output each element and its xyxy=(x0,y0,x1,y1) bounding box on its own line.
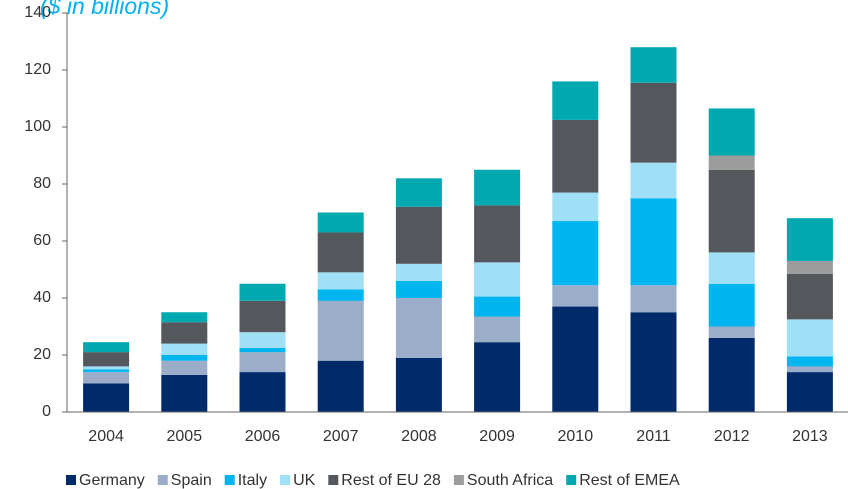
legend-label: Spain xyxy=(171,472,212,489)
x-tick-label: 2006 xyxy=(245,428,281,445)
bar-segment xyxy=(708,108,755,156)
bar-segment xyxy=(786,218,833,261)
legend-swatch xyxy=(566,475,577,485)
y-tick-label: 60 xyxy=(33,232,51,249)
y-tick-label: 140 xyxy=(24,4,51,21)
bar-segment xyxy=(786,260,833,274)
bar-segment xyxy=(317,289,364,301)
bar-segment xyxy=(83,369,130,373)
legend-label: Rest of EU 28 xyxy=(341,472,441,489)
bar-segment xyxy=(474,262,521,297)
legend-swatch xyxy=(328,475,339,485)
bar-segment xyxy=(552,306,599,412)
bar-segment xyxy=(474,342,521,412)
bar-segment xyxy=(630,82,677,163)
legend-swatch xyxy=(66,475,76,485)
legend-label: South Africa xyxy=(467,472,553,489)
bar-segment xyxy=(474,316,521,343)
y-tick-label: 80 xyxy=(33,175,51,192)
y-tick-label: 100 xyxy=(24,118,51,135)
bar-segment xyxy=(630,47,677,83)
bar-segment xyxy=(161,312,208,323)
x-tick-label: 2007 xyxy=(323,428,359,445)
bar-segment xyxy=(83,366,130,370)
legend-label: Germany xyxy=(79,472,145,489)
bar-segment xyxy=(630,198,677,286)
bar-segment xyxy=(708,252,755,284)
bar-segment xyxy=(239,347,286,353)
bar-segment xyxy=(630,162,677,199)
bar-segment xyxy=(708,337,755,412)
bar-segment xyxy=(239,332,286,348)
bar-segment xyxy=(474,205,521,263)
bar-segment xyxy=(708,326,755,338)
bar-segment xyxy=(474,296,521,317)
bar-segment xyxy=(395,178,442,207)
x-tick-label: 2012 xyxy=(714,428,750,445)
bar-segment xyxy=(317,300,364,361)
bar-segment xyxy=(786,366,833,373)
bar-segment xyxy=(83,383,130,412)
bar-segment xyxy=(395,280,442,298)
bar-segment xyxy=(317,360,364,412)
bar-segment xyxy=(552,119,599,193)
x-tick-label: 2008 xyxy=(401,428,437,445)
y-tick-label: 20 xyxy=(33,346,51,363)
bar-segment xyxy=(239,352,286,373)
legend-label: UK xyxy=(293,472,316,489)
bar-segment xyxy=(395,298,442,358)
bar-segment xyxy=(317,272,364,290)
bar-segment xyxy=(630,312,677,412)
bar-segment xyxy=(161,374,208,412)
legend-swatch xyxy=(280,475,291,485)
bar-segment xyxy=(83,352,130,367)
bar-segment xyxy=(239,283,286,301)
bar-segment xyxy=(395,357,442,412)
bar-segment xyxy=(552,192,599,222)
x-tick-label: 2011 xyxy=(636,428,671,445)
bar-segment xyxy=(786,356,833,367)
bar-segment xyxy=(395,206,442,264)
bar-segment xyxy=(552,221,599,286)
bar-segment xyxy=(786,319,833,357)
bar-segment xyxy=(83,372,130,384)
bar-segment xyxy=(395,263,442,281)
bar-segment xyxy=(708,155,755,170)
bar-segment xyxy=(161,343,208,355)
bar-segment xyxy=(786,372,833,412)
bar-segment xyxy=(317,212,364,233)
bar-segment xyxy=(161,360,208,375)
legend-swatch xyxy=(224,475,235,485)
bar-segment xyxy=(786,273,833,320)
bar-segment xyxy=(630,285,677,313)
x-tick-label: 2005 xyxy=(167,428,203,445)
bar-segment xyxy=(708,283,755,327)
x-tick-label: 2004 xyxy=(88,428,124,445)
bar-segment xyxy=(552,285,599,307)
legend-label: Rest of EMEA xyxy=(579,472,680,489)
y-tick-label: 120 xyxy=(24,61,51,78)
bar-segment xyxy=(161,355,208,361)
y-tick-label: 0 xyxy=(42,403,51,420)
bar-segment xyxy=(708,169,755,253)
y-tick-label: 40 xyxy=(33,289,51,306)
bar-segment xyxy=(474,169,521,206)
x-tick-label: 2009 xyxy=(479,428,515,445)
bar-segment xyxy=(552,81,599,120)
bar-segment xyxy=(239,300,286,333)
bar-segment xyxy=(161,322,208,344)
legend-label: Italy xyxy=(238,472,267,489)
legend-swatch xyxy=(157,475,168,485)
bar-segment xyxy=(83,342,130,353)
bar-segment xyxy=(239,372,286,412)
bar-segment xyxy=(317,232,364,273)
chart-title: ($ in billions) xyxy=(40,0,169,19)
x-tick-label: 2013 xyxy=(792,428,828,445)
legend-swatch xyxy=(453,475,464,485)
x-tick-label: 2010 xyxy=(558,428,594,445)
